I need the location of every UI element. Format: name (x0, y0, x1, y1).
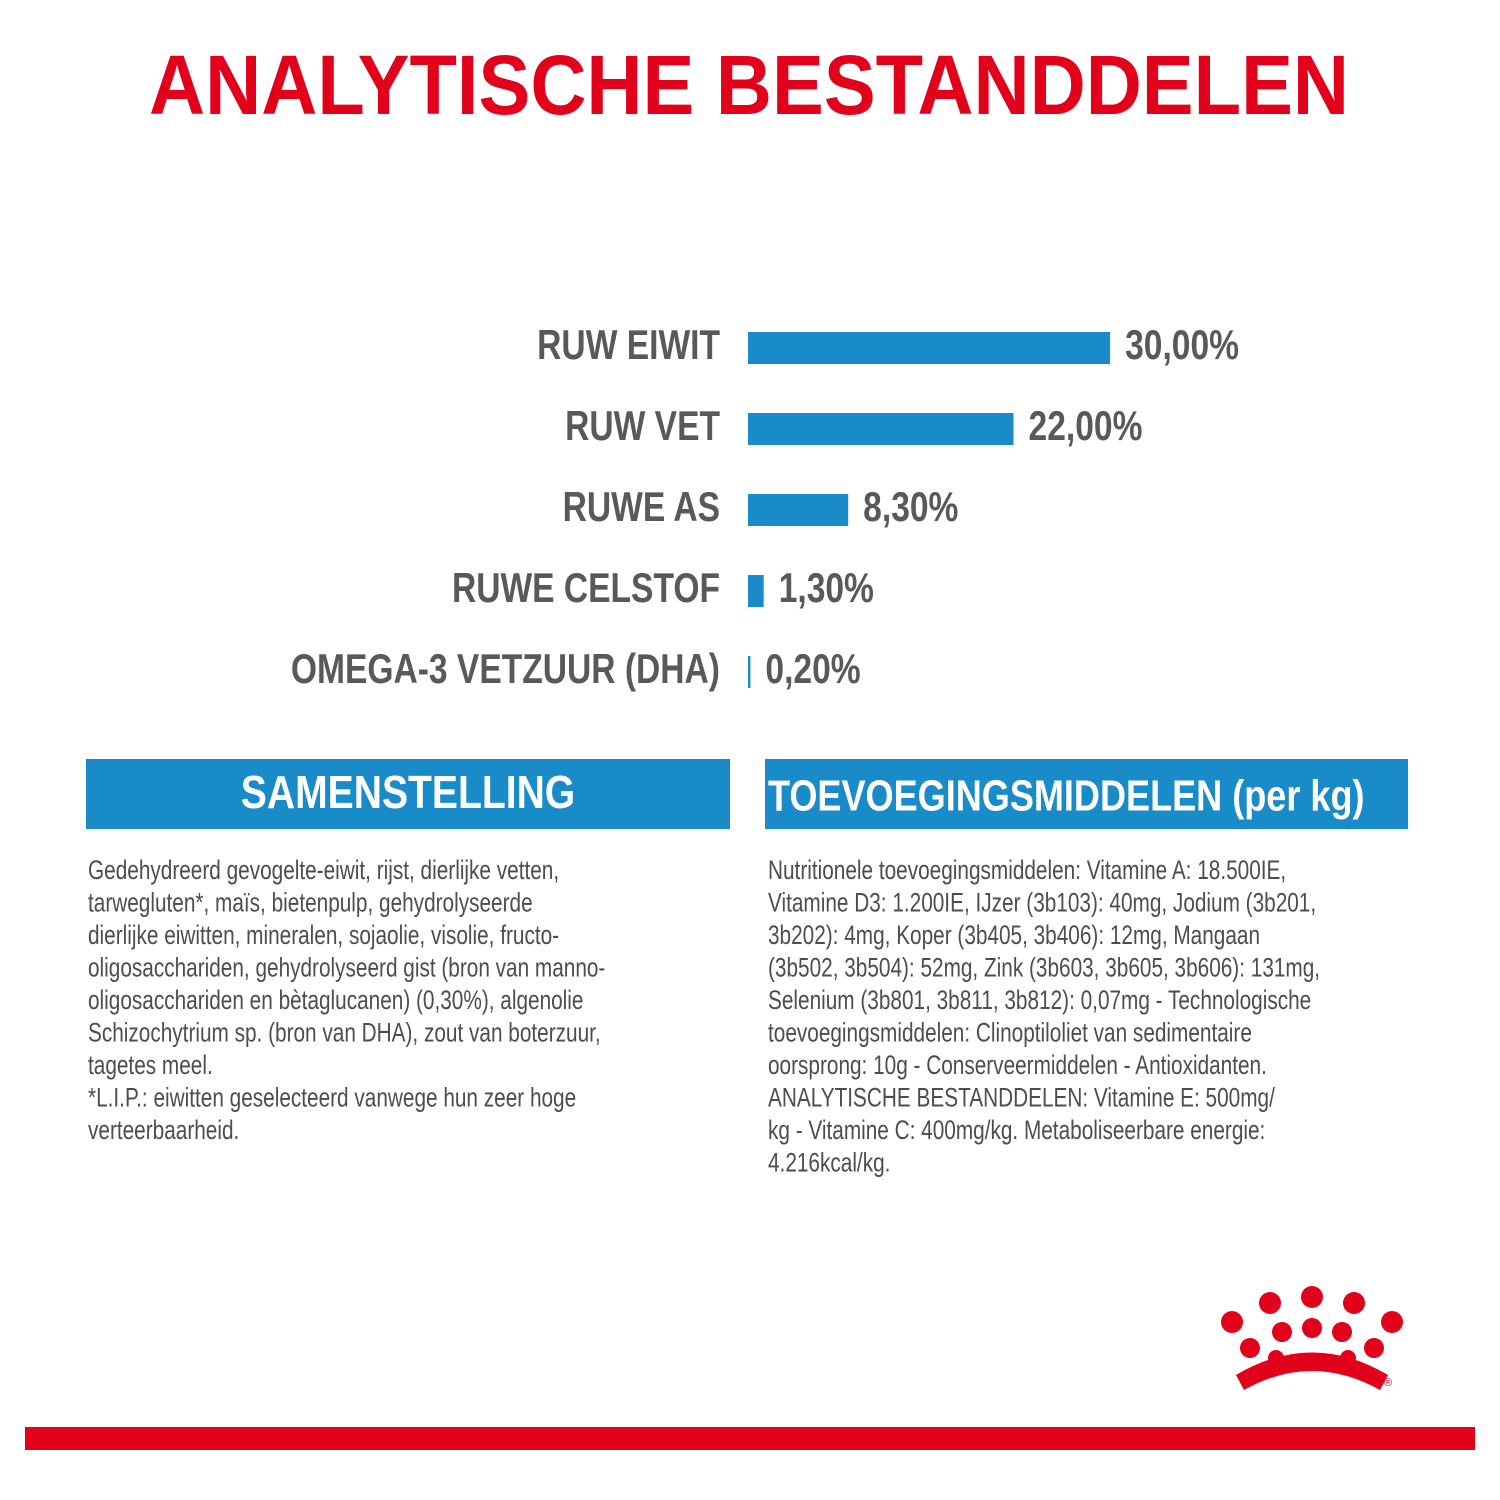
body-text-line: oligosacchariden en bètaglucanen) (0,30%… (88, 986, 583, 1016)
body-text-line: (3b502, 3b504): 52mg, Zink (3b603, 3b605… (768, 953, 1320, 983)
value-label: 22,00% (1029, 404, 1143, 450)
value-label: 1,30% (779, 566, 874, 612)
category-label: RUW EIWIT (537, 323, 720, 369)
category-label: RUW VET (565, 404, 720, 450)
value-label: 0,20% (765, 647, 860, 693)
body-text-line: Schizochytrium sp. (bron van DHA), zout … (88, 1018, 601, 1048)
category-label: OMEGA-3 VETZUUR (DHA) (291, 647, 720, 693)
brand-logo: ® (1221, 1286, 1403, 1390)
body-text-line: oligosacchariden, gehydrolyseerd gist (b… (88, 953, 605, 983)
value-label: 30,00% (1125, 323, 1239, 369)
body-text-line: Nutritionele toevoegingsmiddelen: Vitami… (768, 856, 1286, 886)
bar (748, 494, 849, 526)
body-text-line: kg - Vitamine C: 400mg/kg. Metaboliseerb… (768, 1116, 1265, 1146)
body-text-line: tarwegluten*, maïs, bietenpulp, gehydrol… (88, 888, 533, 918)
svg-text:®: ® (1384, 1377, 1392, 1389)
heading-band (86, 759, 730, 829)
body-text-line: *L.I.P.: eiwitten geselecteerd vanwege h… (88, 1083, 576, 1113)
value-label: 8,30% (863, 485, 958, 531)
body-text-line: 3b202): 4mg, Koper (3b405, 3b406): 12mg,… (768, 921, 1260, 951)
bar (748, 413, 1014, 445)
bar (748, 656, 751, 688)
body-text-line: tagetes meel. (88, 1051, 213, 1081)
section-heading: SAMENSTELLING (241, 767, 575, 819)
title: ANALYTISCHE BESTANDDELEN (149, 38, 1349, 132)
body-text-line: oorsprong: 10g - Conserveermiddelen - An… (768, 1051, 1267, 1081)
bar (748, 332, 1111, 364)
body-text-line: toevoegingsmiddelen: Clinoptiloliet van … (768, 1018, 1252, 1048)
bar (748, 575, 764, 607)
body-text-line: Gedehydreerd gevogelte-eiwit, rijst, die… (88, 856, 559, 886)
section-heading: TOEVOEGINGSMIDDELEN (per kg) (768, 771, 1364, 820)
body-text-line: Vitamine D3: 1.200IE, IJzer (3b103): 40m… (768, 888, 1316, 918)
body-text-line: 4.216kcal/kg. (768, 1148, 890, 1178)
heading-band (765, 759, 1408, 829)
footer-band (25, 1427, 1475, 1450)
body-text-line: ANALYTISCHE BESTANDDELEN: Vitamine E: 50… (768, 1083, 1275, 1113)
body-text-line: verteerbaarheid. (88, 1116, 239, 1146)
body-text-line: dierlijke eiwitten, mineralen, sojaolie,… (88, 921, 559, 951)
category-label: RUWE AS (563, 485, 720, 531)
category-label: RUWE CELSTOF (452, 566, 720, 612)
body-text-line: Selenium (3b801, 3b811, 3b812): 0,07mg -… (768, 986, 1311, 1016)
